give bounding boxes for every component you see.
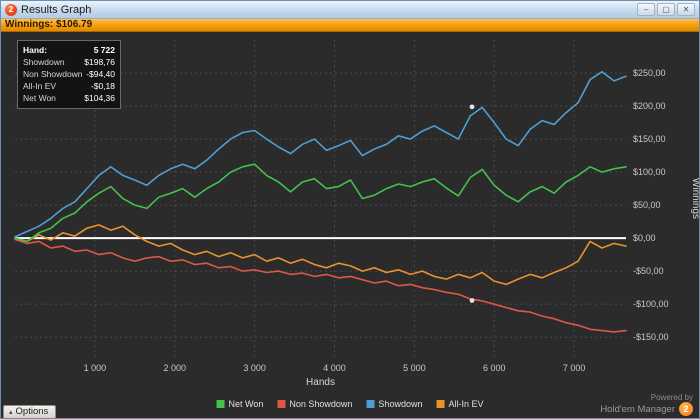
holdem-manager-app-icon: 2: [5, 3, 17, 16]
tooltip-value: $198,76: [84, 57, 115, 67]
legend-label: Net Won: [228, 399, 264, 409]
x-tick-label: 2 000: [163, 363, 186, 373]
series-line-net-won: [14, 163, 627, 243]
tooltip-row: Showdown $198,76: [23, 56, 115, 68]
x-tick-label: 5 000: [403, 363, 426, 373]
y-tick-label: $250,00: [633, 68, 666, 78]
tooltip-label: Showdown: [23, 57, 65, 67]
y-axis-title: Winnings: [690, 178, 700, 219]
x-axis-title: Hands: [306, 377, 335, 388]
titlebar[interactable]: 2 Results Graph – ▢ ✕: [1, 1, 699, 19]
x-tick-label: 7 000: [563, 363, 586, 373]
tooltip-value: -$0,18: [90, 81, 115, 91]
y-tick-label: $150,00: [633, 134, 666, 144]
maximize-button[interactable]: ▢: [657, 3, 675, 16]
powered-by-text: Powered by: [650, 393, 693, 402]
brand-text: Hold'em Manager: [600, 403, 675, 415]
chevron-up-icon: ▴: [9, 408, 13, 416]
tooltip-label: Non Showdown: [23, 69, 83, 79]
minimize-button[interactable]: –: [637, 3, 655, 16]
legend-label: All-In EV: [448, 399, 484, 409]
chart-panel: 1 000 2 000 3 000 4 000 5 000 6 000 7 000 $250,…: [1, 32, 700, 419]
window-title: Results Graph: [21, 3, 92, 16]
x-tick-label: 4 000: [323, 363, 346, 373]
showdown-swatch-icon: [366, 400, 375, 408]
y-tick-label: -$100,00: [633, 299, 669, 309]
powered-by: Powered by Hold'em Manager 2: [600, 393, 693, 416]
current-hand-marker: [469, 298, 475, 303]
tooltip-value: -$94,40: [86, 69, 115, 79]
legend-label: Non Showdown: [289, 399, 353, 409]
non-showdown-swatch-icon: [277, 400, 286, 408]
x-tick-label: 1 000: [84, 363, 107, 373]
series-line-all-in-ev: [14, 224, 627, 286]
y-tick-label: -$50,00: [633, 266, 664, 276]
y-tick-label: $100,00: [633, 167, 666, 177]
tooltip-label: All-In EV: [23, 81, 57, 91]
y-tick-label: $50,00: [633, 200, 661, 210]
tooltip-row: Net Won $104,36: [23, 92, 115, 104]
y-tick-label: $0,00: [633, 233, 656, 243]
winnings-summary-bar: Winnings: $106.79: [1, 19, 699, 32]
current-hand-marker: [469, 104, 475, 110]
net-won-swatch-icon: [216, 400, 225, 408]
tooltip-row: Hand: 5 722: [23, 44, 115, 56]
series-line-showdown: [14, 70, 627, 238]
hand-tooltip: Hand: 5 722 Showdown $198,76 Non Showdow…: [17, 40, 121, 109]
chart-legend: Net Won Non Showdown Showdown All-In EV: [216, 399, 483, 409]
tooltip-label: Net Won: [23, 93, 56, 103]
holdem-manager-logo-icon: 2: [679, 402, 693, 416]
series-line-non-showdown: [14, 238, 627, 333]
tooltip-value: 5 722: [93, 45, 115, 55]
x-tick-label: 3 000: [243, 363, 266, 373]
tooltip-row: Non Showdown -$94,40: [23, 68, 115, 80]
legend-item-non-showdown: Non Showdown: [277, 399, 352, 409]
options-button[interactable]: ▴ Options: [3, 405, 57, 418]
legend-label: Showdown: [378, 399, 423, 409]
y-tick-label: $200,00: [633, 101, 666, 111]
y-tick-label: -$150,00: [633, 332, 669, 342]
results-chart[interactable]: 1 000 2 000 3 000 4 000 5 000 6 000 7 000 $250,…: [1, 32, 700, 419]
all-in-ev-swatch-icon: [436, 400, 445, 408]
close-button[interactable]: ✕: [677, 3, 695, 16]
tooltip-label: Hand:: [23, 45, 48, 55]
tooltip-value: $104,36: [84, 93, 115, 103]
legend-item-net-won: Net Won: [216, 399, 264, 409]
legend-item-showdown: Showdown: [366, 399, 422, 409]
tooltip-row: All-In EV -$0,18: [23, 80, 115, 92]
options-button-label: Options: [15, 406, 49, 417]
x-tick-label: 6 000: [483, 363, 506, 373]
legend-item-all-in-ev: All-In EV: [436, 399, 483, 409]
